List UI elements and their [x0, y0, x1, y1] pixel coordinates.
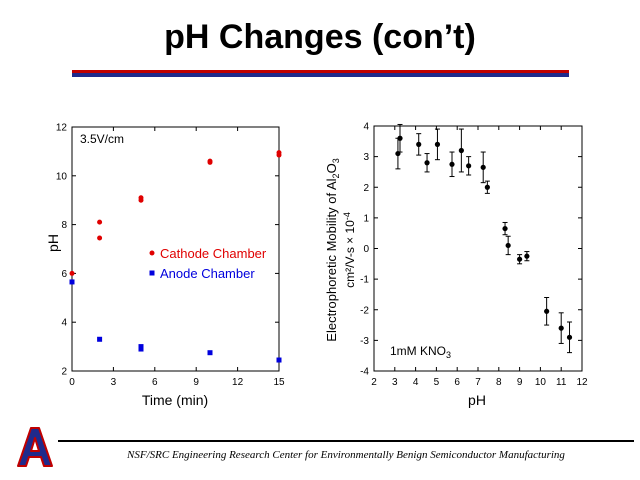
- chart-ph-vs-time: 0 3 6 9 12 15 2 4 6 8 10 12 3.5V/cm Time (min) pH C…: [45, 123, 285, 409]
- mobility-data-point: [424, 160, 430, 166]
- chart2-ylabel-line1: Electrophoretic Mobility of Al2O3: [324, 158, 341, 341]
- footer-text: NSF/SRC Engineering Research Center for …: [127, 449, 565, 461]
- y-tick-label: 3: [363, 152, 369, 163]
- cathode-data-point: [207, 159, 213, 165]
- y-tick-label: 0: [363, 244, 369, 255]
- x-tick-label: 10: [535, 377, 547, 388]
- cathode-data-point: [97, 235, 103, 241]
- y-tick-label: 6: [61, 269, 67, 280]
- x-tick-label: 7: [475, 377, 481, 388]
- y-tick-label: 1: [363, 213, 369, 224]
- y-tick-label: -3: [360, 336, 369, 347]
- y-tick-label: 2: [363, 183, 369, 194]
- x-tick-label: 15: [273, 377, 285, 388]
- x-tick-label: 5: [434, 377, 440, 388]
- y-tick-label: -2: [360, 305, 369, 316]
- title-rule-blue: [72, 73, 569, 77]
- anode-data-point: [97, 336, 103, 342]
- university-logo-icon: A: [17, 427, 53, 467]
- mobility-data-point: [566, 334, 573, 340]
- y-tick-label: 10: [56, 171, 68, 182]
- chart2-frame: [373, 125, 583, 372]
- mobility-data-point: [524, 253, 530, 259]
- chart2-ylabel-line2: cm²/V-s × 10-4: [342, 212, 357, 288]
- mobility-data-point: [502, 225, 508, 232]
- x-tick-label: 3: [392, 377, 398, 388]
- y-tick-label: -4: [360, 367, 369, 378]
- x-tick-label: 8: [496, 377, 502, 388]
- cathode-data-point: [138, 197, 144, 203]
- x-tick-label: 3: [111, 377, 117, 388]
- y-tick-label: 12: [56, 123, 68, 134]
- mobility-data-point: [466, 163, 472, 169]
- anode-data-point: [276, 357, 282, 363]
- cathode-data-point: [276, 152, 282, 158]
- y-tick-label: -1: [360, 275, 369, 286]
- chart1-frame: [71, 126, 280, 372]
- y-tick-label: 2: [61, 367, 67, 378]
- chart1-ylabel: pH: [45, 234, 61, 252]
- cathode-data-point: [97, 219, 103, 225]
- legend-cathode-marker: [149, 250, 155, 256]
- anode-data-point: [207, 350, 213, 356]
- mobility-data-point: [416, 141, 422, 147]
- mobility-data-point: [517, 256, 523, 262]
- mobility-data-point: [484, 184, 490, 190]
- slide-title: pH Changes (con’t): [164, 18, 476, 56]
- chart1-xlabel: Time (min): [142, 392, 208, 408]
- chart2-xlabel: pH: [468, 392, 486, 408]
- cathode-data-point: [69, 270, 75, 276]
- mobility-data-point: [458, 147, 464, 154]
- mobility-data-point: [449, 161, 455, 167]
- footer-rule: [58, 440, 634, 442]
- mobility-data-point: [558, 325, 564, 331]
- x-tick-label: 2: [371, 377, 377, 388]
- x-tick-label: 12: [576, 377, 588, 388]
- title-rule-red: [72, 70, 569, 73]
- mobility-data-point: [505, 242, 511, 249]
- chart1-annotation: 3.5V/cm: [80, 132, 124, 146]
- x-tick-label: 6: [454, 377, 460, 388]
- mobility-data-point: [544, 308, 550, 314]
- legend-anode-marker: [149, 270, 155, 276]
- x-tick-label: 12: [232, 377, 244, 388]
- chart2-annotation: 1mM KNO3: [390, 344, 451, 360]
- mobility-data-point: [434, 141, 441, 147]
- mobility-data-point: [480, 164, 486, 170]
- x-tick-label: 0: [69, 377, 75, 388]
- x-tick-label: 9: [193, 377, 199, 388]
- y-tick-label: 8: [61, 220, 67, 231]
- x-tick-label: 11: [556, 377, 567, 388]
- anode-data-point: [69, 279, 75, 285]
- y-tick-label: 4: [363, 122, 369, 133]
- y-tick-label: 4: [61, 318, 67, 329]
- mobility-data-point: [397, 135, 403, 141]
- x-tick-label: 6: [152, 377, 158, 388]
- x-tick-label: 9: [517, 377, 523, 388]
- legend-cathode-label: Cathode Chamber: [160, 246, 267, 261]
- legend-anode-label: Anode Chamber: [160, 266, 255, 281]
- anode-data-point: [138, 346, 144, 352]
- logo-letter: A: [34, 452, 37, 457]
- x-tick-label: 4: [413, 377, 419, 388]
